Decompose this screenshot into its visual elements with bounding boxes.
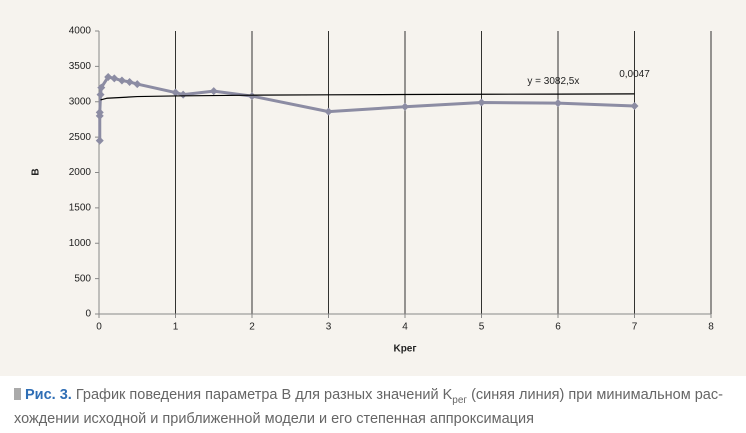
marker	[477, 98, 486, 107]
y-tick-label: 0	[85, 309, 91, 320]
marker	[171, 88, 180, 97]
x-tick-label: 2	[249, 322, 255, 333]
x-tick-label: 4	[402, 322, 408, 333]
y-tick-label: 3000	[69, 96, 92, 107]
caption: Рис. 3. График поведения параметра B для…	[0, 376, 746, 429]
caption-text: хождении исходной и приближенной модели …	[14, 410, 534, 427]
x-tick-label: 8	[708, 322, 714, 333]
caption-text: (синяя линия) при минимальном рас-	[471, 387, 723, 403]
marker	[96, 90, 105, 99]
y-axis-label: B	[31, 168, 42, 175]
annotation: y = 3082,5x	[527, 76, 579, 87]
y-tick-label: 4000	[69, 26, 92, 37]
marker	[554, 99, 562, 108]
caption-marker	[14, 388, 21, 400]
y-tick-label: 2500	[69, 132, 92, 143]
marker	[324, 107, 333, 116]
x-tick-label: 6	[555, 322, 561, 333]
caption-label: Рис. 3.	[25, 387, 72, 403]
caption-text: График поведения параметра B для разных …	[75, 387, 453, 403]
y-tick-label: 1500	[69, 203, 92, 214]
chart-background	[0, 0, 746, 376]
marker	[133, 80, 142, 89]
x-tick-label: 5	[479, 322, 485, 333]
marker	[95, 108, 104, 117]
marker	[209, 87, 218, 96]
marker	[117, 76, 126, 85]
x-tick-label: 1	[173, 322, 179, 333]
x-tick-label: 3	[326, 322, 332, 333]
marker	[97, 83, 106, 92]
marker	[248, 92, 256, 101]
marker	[125, 77, 134, 86]
x-tick-label: 0	[96, 322, 102, 333]
marker	[95, 136, 104, 145]
y-tick-label: 1000	[69, 238, 92, 249]
caption-subscript: рег	[452, 394, 468, 406]
x-axis-label: Kрег	[393, 344, 416, 355]
y-tick-label: 3500	[69, 61, 92, 72]
chart: B Kрег 0 1 2 3 4 5 6 7 8 0 500 1000 1500 2000 2500 3000…	[0, 0, 746, 376]
marker	[630, 101, 639, 110]
y-tick-label: 2000	[69, 167, 92, 178]
x-tick-label: 7	[632, 322, 638, 333]
annotation: 0,0047	[619, 69, 650, 80]
line	[100, 93, 635, 101]
marker	[110, 74, 119, 83]
y-tick-label: 500	[74, 273, 91, 284]
marker	[179, 90, 188, 99]
marker	[104, 72, 113, 81]
marker	[401, 102, 409, 111]
